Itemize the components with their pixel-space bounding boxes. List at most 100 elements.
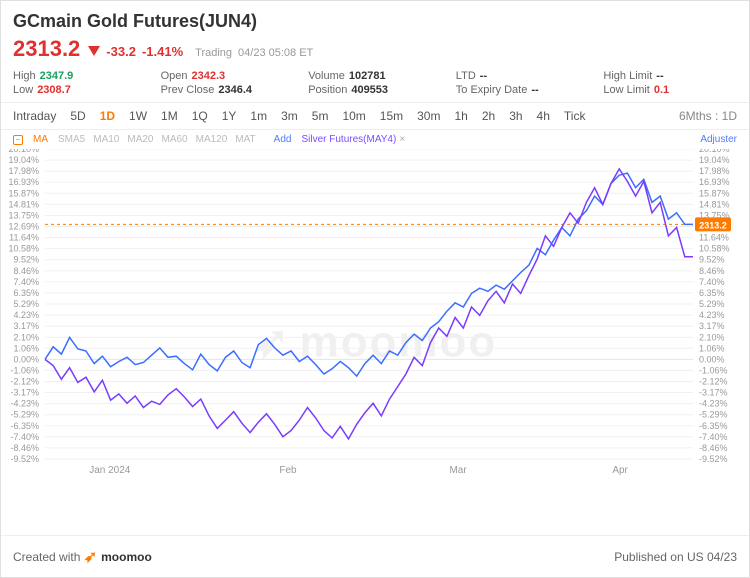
info-prevclose: Prev Close2346.4 [161,84,295,96]
chart-svg: 20.10%20.10%19.04%19.04%17.98%17.98%16.9… [1,149,737,479]
tab-30m[interactable]: 30m [417,109,440,123]
svg-text:14.81%: 14.81% [699,199,730,209]
svg-text:3.17%: 3.17% [13,321,39,331]
svg-text:16.93%: 16.93% [699,177,730,187]
info-ltd: LTD-- [456,70,590,82]
brand-name: moomoo [101,550,152,564]
info-position: Position409553 [308,84,442,96]
tab-1m[interactable]: 1m [250,109,267,123]
down-arrow-icon [88,46,100,56]
svg-text:5.29%: 5.29% [13,299,39,309]
svg-text:-2.12%: -2.12% [699,377,728,387]
svg-text:0.00%: 0.00% [13,354,39,364]
svg-text:-5.29%: -5.29% [10,410,39,420]
info-open: Open2342.3 [161,70,295,82]
tab-tick[interactable]: Tick [564,109,586,123]
svg-text:-6.35%: -6.35% [10,421,39,431]
tab-1w[interactable]: 1W [129,109,147,123]
close-icon[interactable]: × [399,134,405,145]
compare-series-chip[interactable]: Silver Futures(MAY4) × [301,134,405,145]
tab-2h[interactable]: 2h [482,109,495,123]
svg-text:20.10%: 20.10% [699,149,730,154]
svg-text:-5.29%: -5.29% [699,410,728,420]
quote-info-grid: High2347.9 Open2342.3 Volume102781 LTD-- Hig… [13,62,737,96]
svg-text:Feb: Feb [279,465,297,476]
tab-intraday[interactable]: Intraday [13,109,56,123]
svg-text:6.35%: 6.35% [13,288,39,298]
svg-text:4.23%: 4.23% [699,310,725,320]
svg-text:2313.2: 2313.2 [699,220,727,230]
tab-1m[interactable]: 1M [161,109,178,123]
svg-text:16.93%: 16.93% [8,177,39,187]
ma-label: MA [33,134,48,145]
svg-text:-7.40%: -7.40% [10,432,39,442]
info-expiry: To Expiry Date-- [456,84,590,96]
indicator-row: − MA SMA5MA10MA20MA60MA120MAT Add Silver… [1,130,749,149]
tab-1d[interactable]: 1D [100,109,115,123]
svg-text:7.40%: 7.40% [699,277,725,287]
brand: ➶ moomoo [84,547,152,567]
svg-text:-1.06%: -1.06% [10,365,39,375]
svg-text:15.87%: 15.87% [8,188,39,198]
svg-text:Mar: Mar [449,465,467,476]
tab-3m[interactable]: 3m [281,109,298,123]
svg-text:11.64%: 11.64% [699,233,729,243]
svg-text:1.06%: 1.06% [699,343,725,353]
tab-5d[interactable]: 5D [70,109,85,123]
info-high: High2347.9 [13,70,147,82]
info-volume: Volume102781 [308,70,442,82]
svg-text:Jan 2024: Jan 2024 [89,465,131,476]
svg-text:12.69%: 12.69% [8,222,39,232]
tab-10m[interactable]: 10m [342,109,365,123]
svg-text:-1.06%: -1.06% [699,365,728,375]
svg-text:-3.17%: -3.17% [699,388,728,398]
tab-5m[interactable]: 5m [312,109,329,123]
svg-text:7.40%: 7.40% [13,277,39,287]
price-line: 2313.2 -33.2 -1.41% Trading 04/23 05:08 … [13,36,737,62]
svg-text:-4.23%: -4.23% [10,399,39,409]
svg-text:Apr: Apr [612,465,628,476]
price-change: -33.2 [106,44,136,59]
svg-text:-4.23%: -4.23% [699,399,728,409]
info-highlimit: High Limit-- [603,70,737,82]
svg-text:-9.52%: -9.52% [10,454,39,464]
compare-series-label: Silver Futures(MAY4) [301,134,396,145]
svg-text:-8.46%: -8.46% [10,443,39,453]
svg-text:17.98%: 17.98% [699,166,730,176]
svg-text:-8.46%: -8.46% [699,443,728,453]
published-label: Published on US 04/23 [614,550,737,564]
svg-text:2.10%: 2.10% [13,332,39,342]
svg-text:20.10%: 20.10% [8,149,39,154]
svg-text:5.29%: 5.29% [699,299,725,309]
moomoo-logo-icon: ➶ [84,547,97,567]
tab-1h[interactable]: 1h [454,109,467,123]
adjuster-link[interactable]: Adjuster [700,134,737,145]
ma-toggle[interactable]: − [13,135,23,145]
svg-text:-6.35%: -6.35% [699,421,728,431]
svg-text:19.04%: 19.04% [699,155,730,165]
add-indicator-link[interactable]: Add [274,134,292,145]
svg-text:19.04%: 19.04% [8,155,39,165]
svg-text:-3.17%: -3.17% [10,388,39,398]
quote-header: GCmain Gold Futures(JUN4) 2313.2 -33.2 -… [1,1,749,102]
instrument-title: GCmain Gold Futures(JUN4) [13,11,737,32]
svg-text:10.58%: 10.58% [699,244,730,254]
svg-text:1.06%: 1.06% [13,343,39,353]
svg-text:-9.52%: -9.52% [699,454,728,464]
market-status: Trading [195,47,232,59]
tab-4h[interactable]: 4h [537,109,550,123]
price-change-pct: -1.41% [142,44,183,59]
footer: Created with ➶ moomoo Published on US 04… [1,535,749,577]
tab-1y[interactable]: 1Y [222,109,237,123]
price-chart[interactable]: ➶ moomoo 20.10%20.10%19.04%19.04%17.98%1… [1,149,749,535]
tab-15m[interactable]: 15m [380,109,403,123]
tab-1q[interactable]: 1Q [192,109,208,123]
sma-list: SMA5MA10MA20MA60MA120MAT [58,134,264,145]
tab-3h[interactable]: 3h [509,109,522,123]
svg-text:8.46%: 8.46% [13,266,39,276]
timestamp: 04/23 05:08 ET [238,47,313,59]
svg-text:17.98%: 17.98% [8,166,39,176]
created-with-label: Created with [13,550,80,564]
svg-text:6.35%: 6.35% [699,288,725,298]
svg-text:3.17%: 3.17% [699,321,725,331]
